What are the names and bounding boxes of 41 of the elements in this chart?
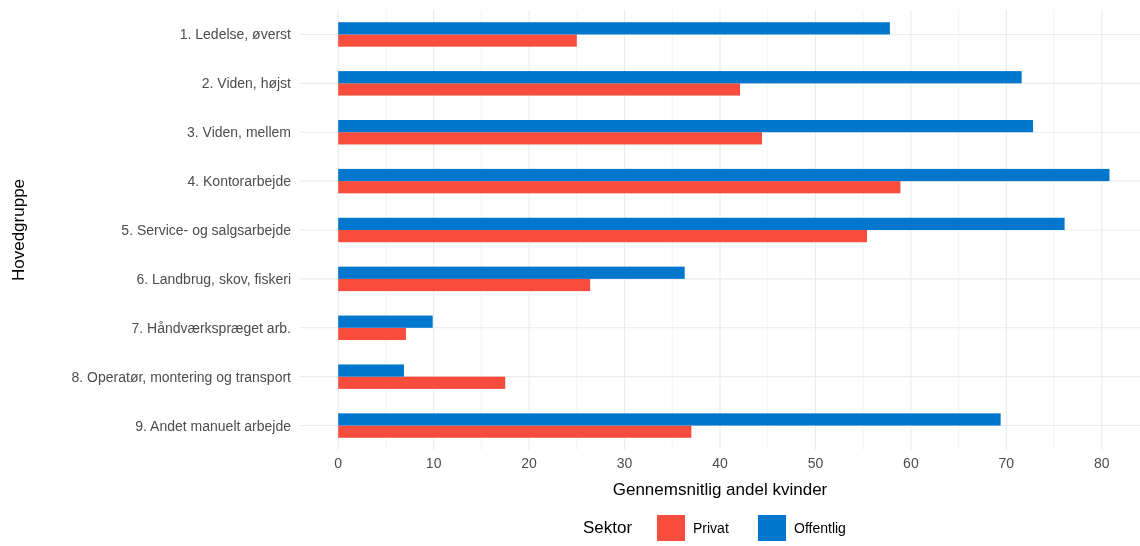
legend-label: Offentlig: [794, 520, 846, 536]
bar: [338, 376, 506, 389]
bar: [338, 217, 1065, 230]
y-tick-label: 4. Kontorarbejde: [187, 173, 292, 190]
legend-title: Sektor: [583, 518, 633, 537]
bar: [338, 230, 867, 243]
x-tick-label: 0: [334, 455, 343, 471]
y-tick-label: 6. Landbrug, skov, fiskeri: [136, 270, 291, 287]
x-tick-label: 80: [1094, 455, 1110, 471]
legend-label: Privat: [693, 520, 729, 536]
bar: [338, 266, 685, 279]
x-tick-label: 70: [998, 455, 1015, 471]
y-tick-label: 9. Andet manuelt arbejde: [135, 417, 292, 434]
y-tick-label: 7. Håndværkspræget arb.: [131, 319, 291, 336]
bar: [338, 168, 1110, 182]
x-tick-label: 50: [807, 455, 824, 471]
y-axis-title: Hovedgruppe: [9, 178, 28, 282]
x-tick-label: 20: [521, 455, 538, 471]
bar: [338, 181, 901, 194]
x-tick-label: 60: [903, 455, 919, 471]
bar: [338, 425, 692, 438]
x-tick-label: 30: [616, 455, 633, 471]
bar: [338, 315, 433, 328]
x-axis-title: Gennemsnitlig andel kvinder: [612, 480, 828, 499]
y-tick-label: 1. Ledelse, øverst: [179, 26, 292, 43]
y-tick-label: 5. Service- og salgsarbejde: [121, 222, 292, 238]
bar: [338, 83, 741, 96]
y-tick-label: 8. Operatør, montering og transport: [71, 368, 292, 385]
bar: [338, 278, 591, 292]
y-tick-label: 2. Viden, højst: [201, 75, 292, 92]
bar: [338, 132, 762, 145]
bar: [338, 34, 577, 47]
bar: [338, 413, 1001, 426]
bar: [338, 364, 405, 377]
bar: [338, 327, 406, 340]
y-tick-label: 3. Viden, mellem: [186, 124, 291, 141]
bar: [338, 120, 1034, 133]
x-tick-label: 10: [425, 455, 442, 471]
bar: [338, 71, 1022, 84]
bar: [338, 22, 890, 35]
x-tick-label: 40: [712, 455, 728, 471]
